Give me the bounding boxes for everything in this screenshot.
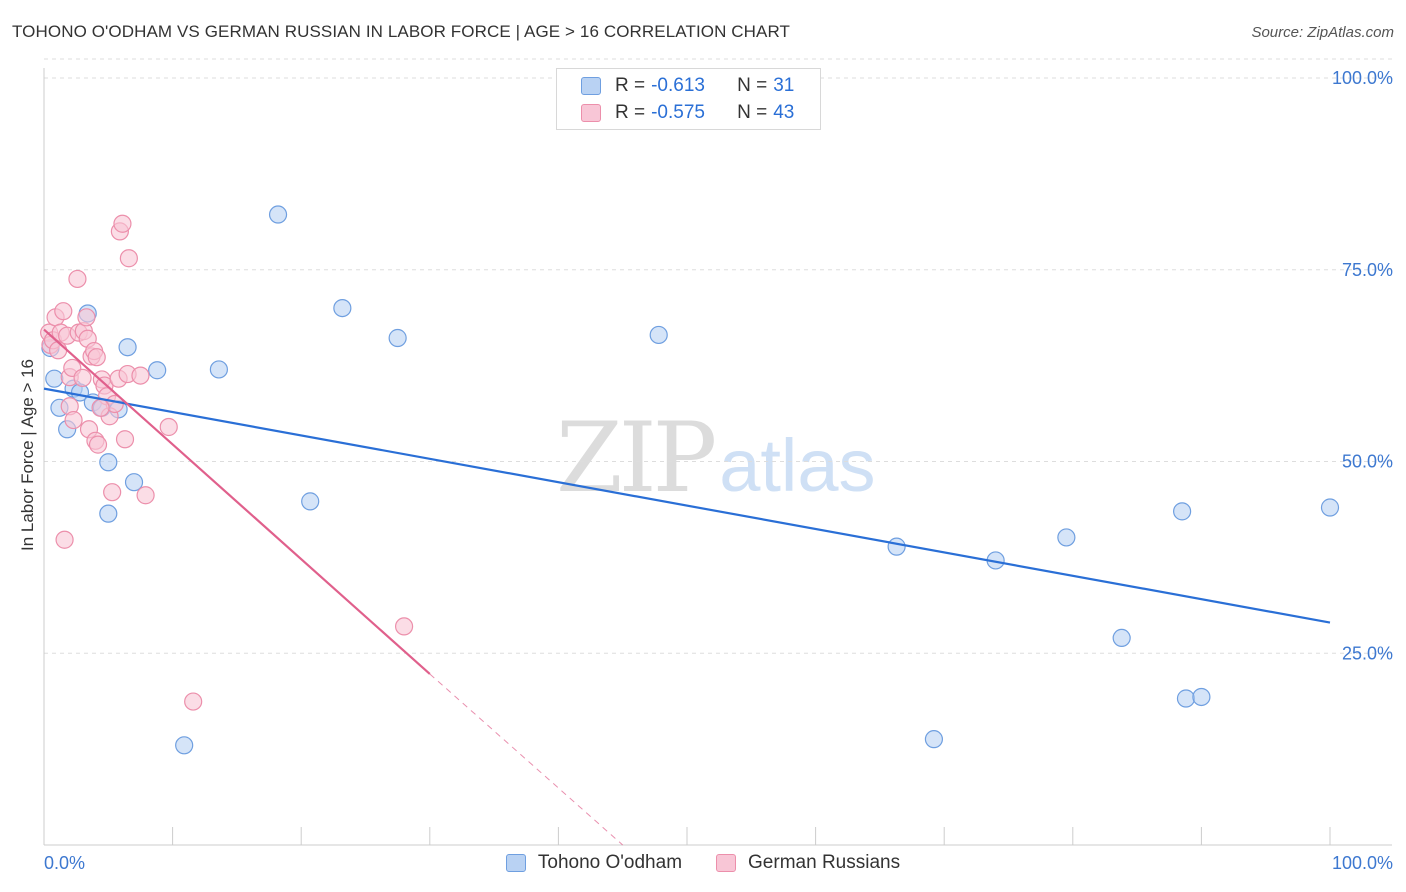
y-tick-label: 50.0% [1342,452,1393,472]
x-tick-label: 100.0% [1332,853,1393,873]
point-tohono [268,205,288,224]
legend-r-label: R = [615,75,646,96]
point-tohono [301,492,320,511]
trendline-tohono [43,387,1331,624]
y-axis-label: In Labor Force | Age > 16 [18,358,37,552]
point-tohono [1176,689,1196,708]
point-german-russians [131,366,150,385]
chart-title: TOHONO O'ODHAM VS GERMAN RUSSIAN IN LABO… [12,22,791,41]
point-german-russians [159,417,178,437]
point-german-russians [88,435,108,454]
point-tohono [99,453,118,472]
legend-swatch-tohono [581,77,601,95]
trendline-german-russians [43,328,431,675]
point-german-russians [119,249,138,268]
legend-n-value: 43 [773,102,795,123]
point-tohono [649,325,668,345]
point-tohono [1192,687,1211,707]
point-german-russians [49,341,68,360]
series-name-german-russians: German Russians [748,852,901,873]
point-tohono [924,730,944,749]
point-tohono [45,369,64,388]
point-tohono [1112,628,1131,648]
point-tohono [333,299,352,318]
point-german-russians [113,214,132,233]
point-german-russians [64,410,83,430]
point-tohono [118,338,137,357]
legend-n-value: 31 [773,75,795,96]
point-tohono [148,361,167,380]
y-tick-label: 100.0% [1332,68,1393,88]
legend-swatch-german-russians [581,104,601,122]
point-german-russians [54,302,73,321]
point-tohono [388,328,407,348]
legend-r-value: -0.575 [651,102,705,123]
y-tick-label: 25.0% [1342,643,1393,663]
point-tohono [209,360,228,379]
series-legend-tohono[interactable]: Tohono O'odham [505,852,683,874]
point-tohono [887,537,906,556]
point-german-russians [103,483,122,502]
y-tick-label: 75.0% [1342,260,1393,280]
correlation-legend: R = -0.613 N = 31 R = -0.575 N = 43 [556,68,821,130]
point-german-russians [184,692,203,711]
series-name-tohono: Tohono O'odham [537,852,683,873]
point-tohono [99,504,118,523]
point-tohono [175,736,194,755]
legend-n-label: N = [737,75,768,96]
point-tohono [124,473,144,492]
point-german-russians [73,368,92,387]
legend-n-label: N = [737,102,768,123]
point-german-russians [68,269,87,289]
legend-r-value: -0.613 [651,75,705,96]
point-tohono [1320,498,1340,517]
series-legend-german-russians[interactable]: German Russians [716,852,900,874]
point-tohono [1057,528,1076,547]
point-german-russians [55,530,74,549]
source-credit: Source: ZipAtlas.com [1251,24,1394,41]
point-german-russians [87,348,106,367]
series-swatch-german-russians [716,854,737,872]
x-tick-label: 0.0% [44,853,85,873]
point-german-russians [115,430,135,449]
trendline-extension-german-russians [429,673,624,846]
point-tohono [1173,502,1192,521]
legend-r-label: R = [615,102,646,123]
series-legend: Tohono O'odham German Russians [0,852,1406,874]
point-german-russians [91,398,110,417]
point-german-russians [136,486,155,505]
point-german-russians [77,308,96,327]
legend-row-german-russians: R = -0.575 N = 43 [581,100,794,126]
point-german-russians [394,617,414,636]
legend-row-tohono: R = -0.613 N = 31 [581,73,794,99]
series-swatch-tohono [505,854,526,872]
